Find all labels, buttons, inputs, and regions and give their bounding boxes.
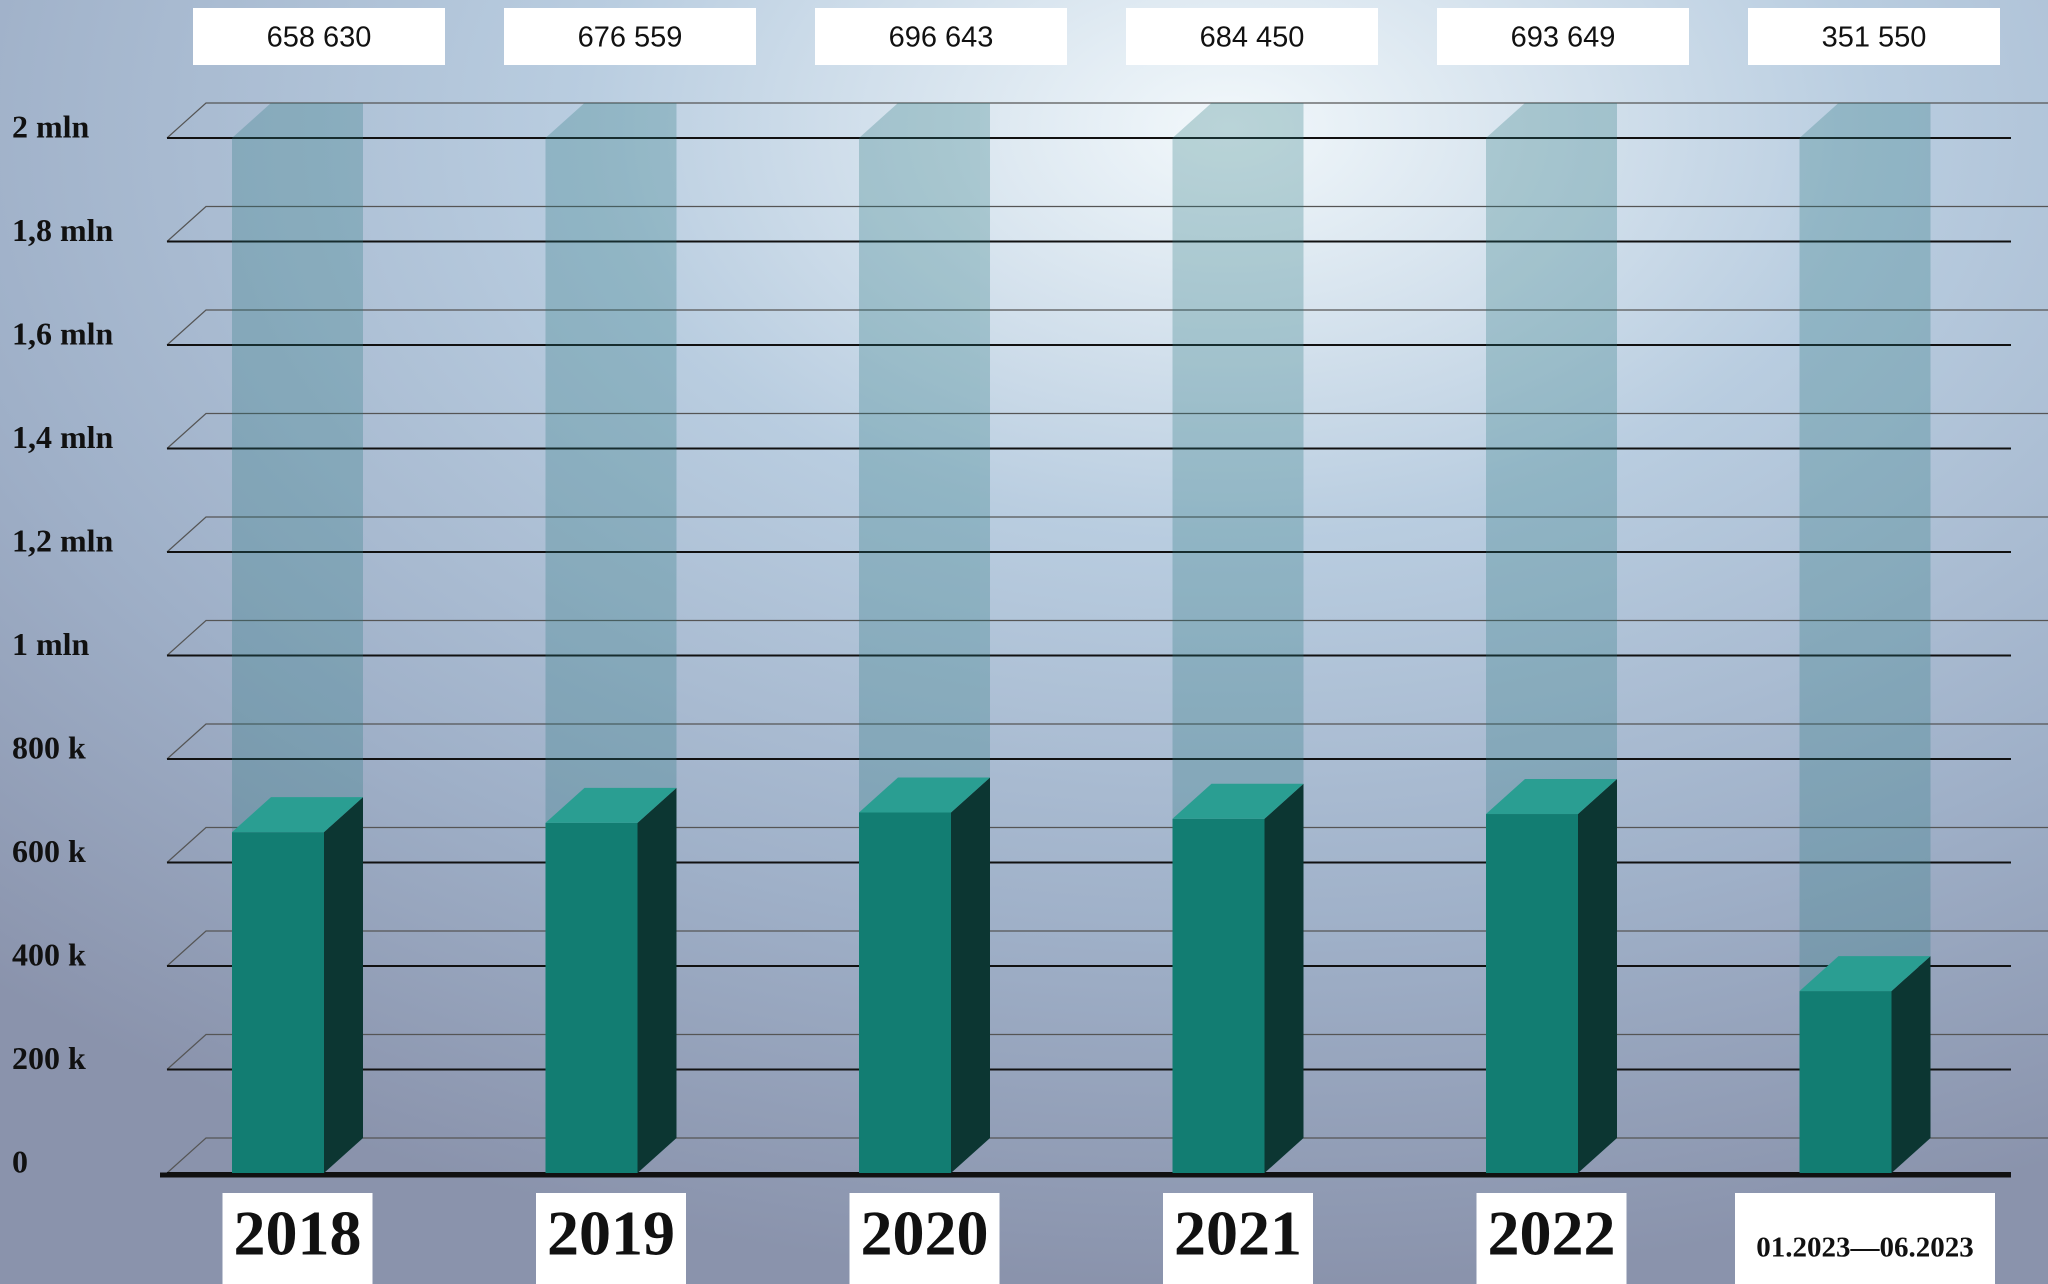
category-label-box xyxy=(1163,1193,1313,1284)
bar xyxy=(1799,991,1892,1173)
y-tick-label: 1,2 mln xyxy=(12,522,114,558)
y-tick-label: 400 k xyxy=(12,936,86,972)
category-label-box xyxy=(222,1193,373,1284)
bar xyxy=(1172,818,1265,1173)
x-tick-label: 01.2023—06.2023 xyxy=(1756,1232,1974,1264)
category-label-box xyxy=(1735,1193,1995,1284)
value-label-box xyxy=(1437,8,1689,65)
grid-back xyxy=(166,723,2048,760)
bar-top xyxy=(545,787,677,823)
grid-back xyxy=(166,930,2048,967)
grid-back xyxy=(166,1137,2048,1174)
value-label: 676 559 xyxy=(578,22,683,54)
category-label-box xyxy=(536,1193,686,1284)
grid-back xyxy=(166,516,2048,553)
grid-back xyxy=(166,619,2048,656)
bar-side xyxy=(637,787,677,1173)
value-label-box xyxy=(1126,8,1378,65)
bar-track xyxy=(1799,103,1931,1173)
bar-side xyxy=(951,777,990,1173)
bar-side xyxy=(1891,956,1931,1173)
bar-side xyxy=(1264,783,1304,1173)
y-tick-label: 1,4 mln xyxy=(12,419,114,455)
bar-side xyxy=(324,797,363,1173)
value-label-box xyxy=(815,8,1067,65)
category-label-box xyxy=(849,1193,1000,1284)
value-label: 684 450 xyxy=(1200,22,1305,54)
x-tick-label: 2018 xyxy=(234,1198,362,1269)
bar xyxy=(859,812,951,1173)
bar-top xyxy=(1799,956,1931,992)
x-tick-label: 2019 xyxy=(547,1198,675,1269)
y-tick-label: 1,6 mln xyxy=(12,315,114,351)
bar-top xyxy=(1172,783,1304,819)
y-tick-label: 0 xyxy=(12,1143,28,1179)
y-tick-label: 800 k xyxy=(12,729,86,765)
y-tick-label: 200 k xyxy=(12,1040,86,1076)
grid-back xyxy=(166,826,2048,863)
x-tick-label: 2020 xyxy=(861,1198,989,1269)
value-label: 351 550 xyxy=(1822,22,1927,54)
x-tick-label: 2021 xyxy=(1174,1198,1302,1269)
bar-top xyxy=(1486,779,1617,815)
y-tick-label: 600 k xyxy=(12,833,86,869)
value-label: 658 630 xyxy=(267,22,372,54)
x-tick-label: 2022 xyxy=(1488,1198,1616,1269)
bar-side xyxy=(1578,779,1617,1173)
bar xyxy=(232,832,324,1173)
value-label-box xyxy=(504,8,756,65)
bar-top xyxy=(232,797,363,833)
value-label-box xyxy=(193,8,445,65)
grid-back xyxy=(166,412,2048,449)
bar xyxy=(1486,814,1578,1173)
plot: 0 200 k 400 k 600 k 800 k 1 mln 1,2 mln 1,4 mln… xyxy=(12,8,2048,1284)
category-label-box xyxy=(1476,1193,1627,1284)
bar-top xyxy=(859,777,990,813)
value-label-box xyxy=(1748,8,2000,65)
y-tick-label: 2 mln xyxy=(12,108,90,144)
grid-back xyxy=(166,102,2048,139)
grid-back xyxy=(166,205,2048,242)
bar xyxy=(545,822,638,1173)
y-tick-label: 1 mln xyxy=(12,626,90,662)
value-label: 693 649 xyxy=(1511,22,1616,54)
y-tick-label: 1,8 mln xyxy=(12,212,114,248)
value-label: 696 643 xyxy=(889,22,994,54)
grid-back xyxy=(166,309,2048,346)
grid-back xyxy=(166,1033,2048,1070)
